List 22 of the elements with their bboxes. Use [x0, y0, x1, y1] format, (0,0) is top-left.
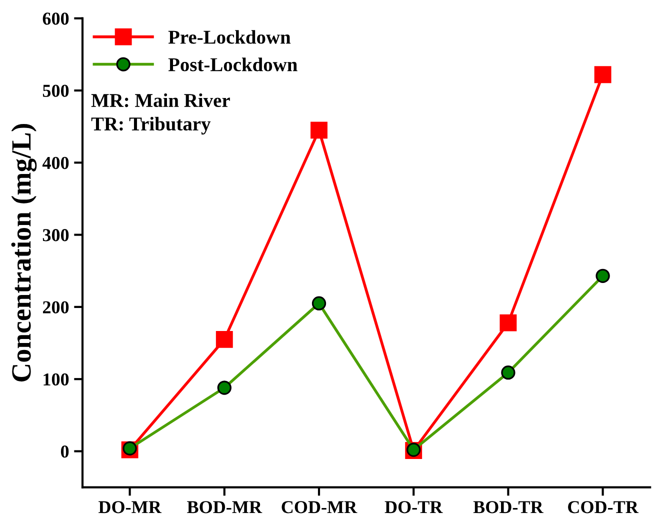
x-tick-label: COD-MR	[282, 501, 358, 514]
y-tick-label: 500	[42, 84, 69, 97]
annotation: MR: Main River	[91, 93, 230, 108]
annotation: TR: Tributary	[91, 116, 211, 135]
y-tick-label: 100	[44, 373, 69, 386]
y-tick-label: 400	[42, 156, 69, 170]
x-tick-label: BOD-TR	[473, 501, 544, 514]
y-tick-label: 600	[42, 12, 69, 25]
point	[310, 122, 328, 139]
x-tick-label: BOD-MR	[187, 501, 262, 514]
legend-label: Post-Lockdown	[168, 58, 298, 72]
y-tick-label: 200	[42, 301, 69, 314]
x-tick-label: DO-TR	[384, 501, 443, 514]
x-tick-label: COD-TR	[568, 501, 639, 514]
point	[500, 314, 517, 332]
point	[594, 66, 612, 84]
y-tick-label: 300	[42, 229, 69, 242]
point	[216, 330, 233, 348]
y-axis-title: Concentration (mg/L)	[11, 124, 37, 382]
legend-label: Pre-Lockdown	[168, 30, 291, 44]
y-tick-label: 0	[60, 446, 69, 458]
x-tick-label: DO-MR	[98, 501, 162, 514]
